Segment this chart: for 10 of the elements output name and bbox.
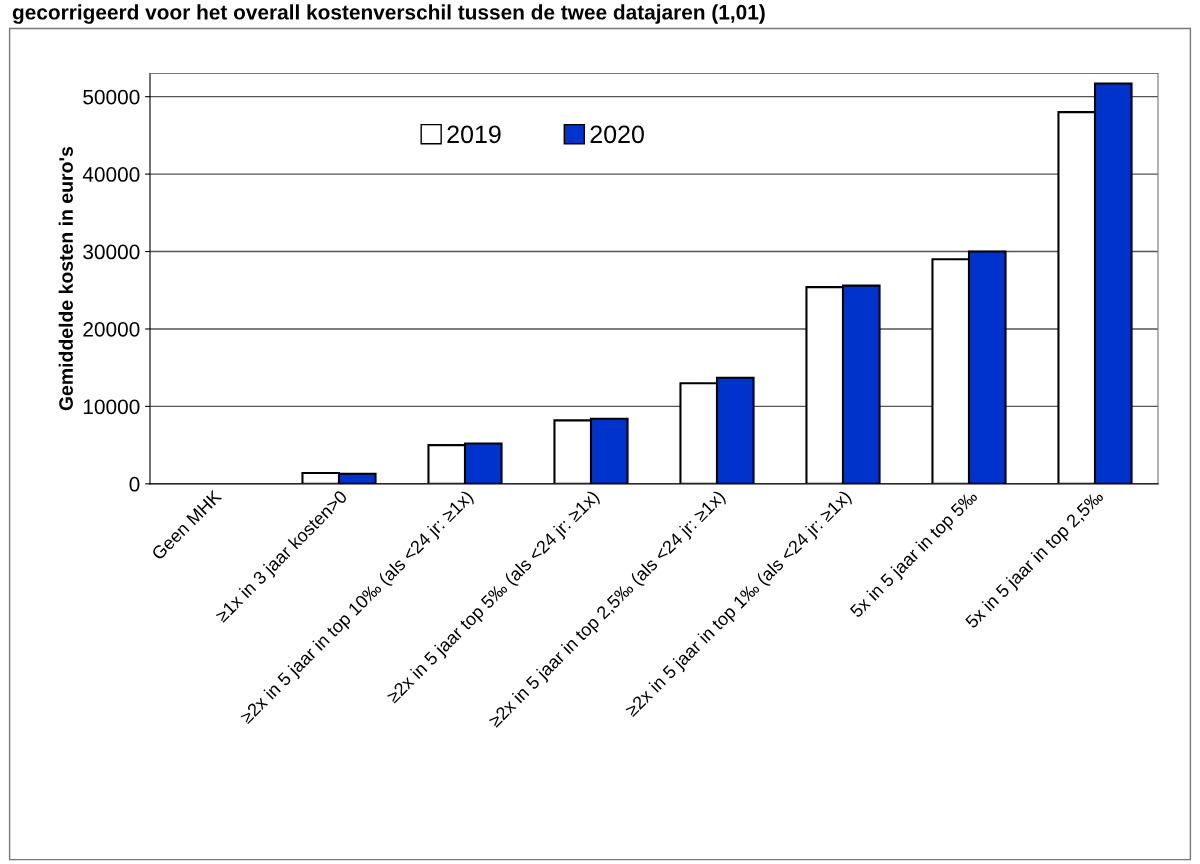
y-tick-label: 20000 [83, 321, 140, 337]
y-axis-title: Gemiddelde kosten in euro's [58, 146, 73, 411]
y-tick-label: 10000 [83, 399, 140, 415]
y-tick-label: 30000 [83, 244, 140, 260]
y-tick-label: 40000 [82, 167, 140, 182]
y-tick-label: 0 [129, 476, 140, 492]
legend-label: 2020 [590, 125, 644, 144]
chart-title: gecorrigeerd voor het overall kostenverschil tussen de twee datajaren (1,01) [12, 4, 765, 24]
y-tick-label: 50000 [83, 89, 140, 105]
legend-label: 2019 [447, 125, 501, 144]
